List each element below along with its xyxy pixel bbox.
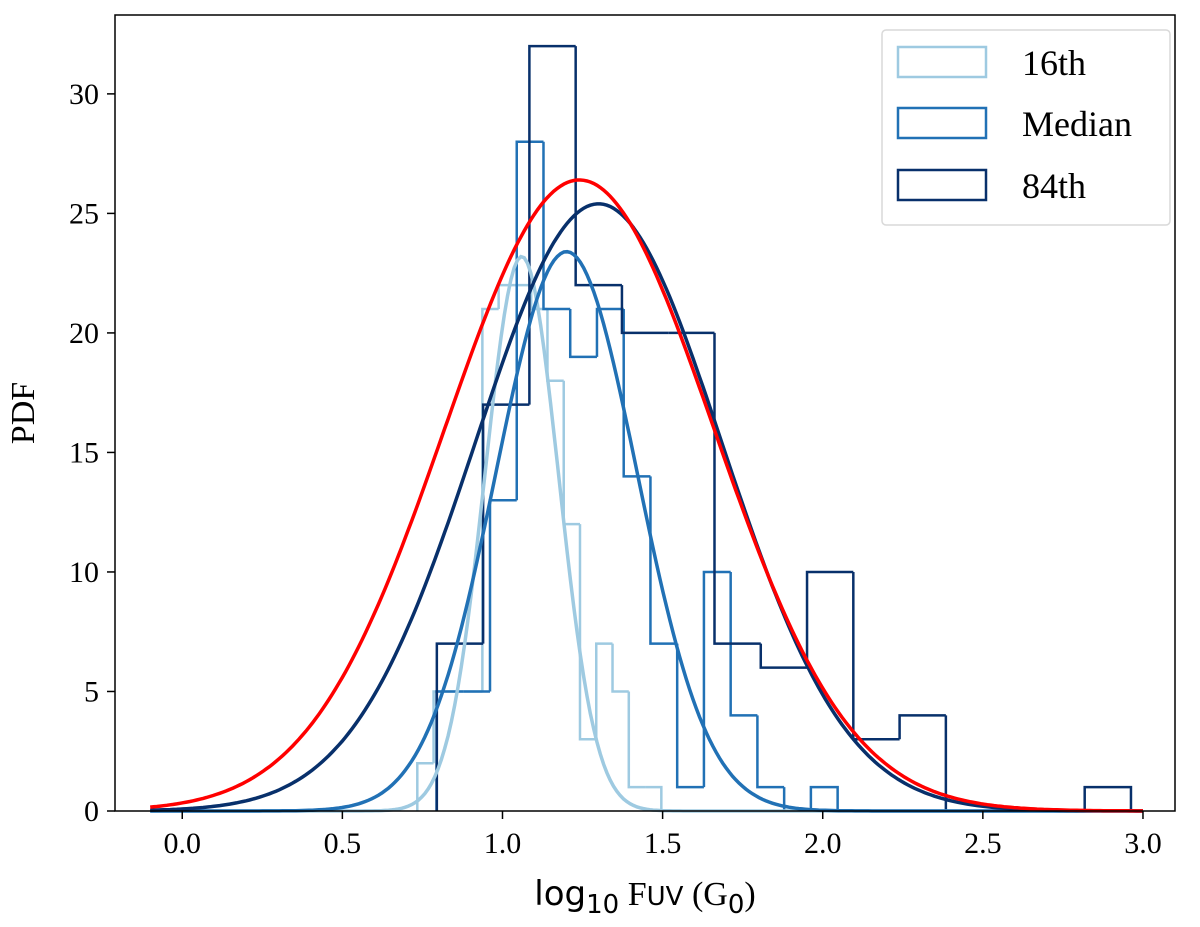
histogram-bin — [595, 307, 624, 357]
y-axis-label: PDF — [5, 382, 42, 444]
histogram-bin — [529, 285, 548, 311]
histogram-bin — [805, 570, 854, 668]
histogram-bin — [759, 643, 808, 669]
gaussian-curve — [150, 254, 1143, 813]
histogram-bin — [481, 403, 530, 644]
histogram-bin — [416, 761, 434, 811]
histogram-84th — [435, 44, 1133, 813]
legend: 16th Median 84th — [881, 29, 1171, 226]
histogram-bin — [568, 309, 597, 359]
legend-label-median: Median — [1022, 104, 1132, 144]
histogram-bin — [729, 571, 758, 717]
histogram-bin — [645, 785, 663, 811]
histogram-bin — [562, 380, 580, 526]
histogram-bin — [528, 44, 576, 405]
gaussian-curves — [150, 178, 1143, 813]
histogram-bin — [622, 309, 651, 478]
histogram-bin — [542, 141, 571, 311]
x-tick-label: 3.0 — [1124, 827, 1162, 860]
legend-label-84th: 84th — [1022, 166, 1086, 206]
legend-label-16th: 16th — [1022, 43, 1086, 83]
x-axis-ticks: 0.0 0.5 1.0 1.5 2.0 2.5 3.0 — [164, 811, 1162, 860]
histogram-bin — [756, 715, 785, 789]
histogram-bin — [898, 714, 946, 740]
y-tick-label: 5 — [84, 675, 99, 708]
y-tick-label: 0 — [84, 795, 99, 828]
histogram-bin — [1083, 785, 1133, 811]
y-tick-label: 10 — [69, 556, 99, 589]
histogram-bin — [488, 498, 517, 692]
legend-patch-median — [896, 106, 988, 140]
legend-patch-84th — [896, 168, 988, 202]
histogram-bin — [578, 524, 597, 741]
histogram-bin — [611, 643, 629, 693]
x-tick-label: 1.5 — [644, 827, 682, 860]
histogram-bin — [852, 571, 900, 741]
y-tick-label: 15 — [69, 436, 99, 469]
histogram-bin — [809, 785, 839, 811]
x-tick-label: 0.0 — [164, 827, 202, 860]
histogram-bin — [595, 642, 613, 740]
legend-frame — [881, 29, 1171, 226]
histogram-bin — [702, 570, 731, 788]
x-tick-label: 1.0 — [484, 827, 522, 860]
x-tick-label: 2.5 — [964, 827, 1002, 860]
y-tick-label: 25 — [69, 197, 99, 230]
x-tick-label: 2.0 — [804, 827, 842, 860]
histogram-bin — [627, 691, 646, 789]
histogram-bin — [620, 285, 669, 335]
x-tick-label: 0.5 — [324, 827, 362, 860]
legend-patch-16th — [896, 45, 988, 79]
y-axis-ticks: 0 5 10 15 20 25 30 — [69, 78, 115, 828]
y-tick-label: 30 — [69, 78, 99, 111]
gaussian-curve — [150, 202, 1143, 813]
histogram-bin — [675, 643, 704, 789]
histogram-bin — [435, 690, 464, 811]
gaussian-curve — [150, 249, 1143, 813]
histogram-bin — [435, 642, 484, 811]
y-tick-label: 20 — [69, 317, 99, 350]
histogram-bin — [546, 309, 564, 382]
x-axis-label: log10 FUV (G0) — [534, 874, 755, 920]
histogram-bin — [713, 332, 761, 645]
plot-frame — [114, 14, 1176, 812]
gaussian-curve — [150, 178, 1143, 813]
histogram-bin — [574, 46, 622, 287]
